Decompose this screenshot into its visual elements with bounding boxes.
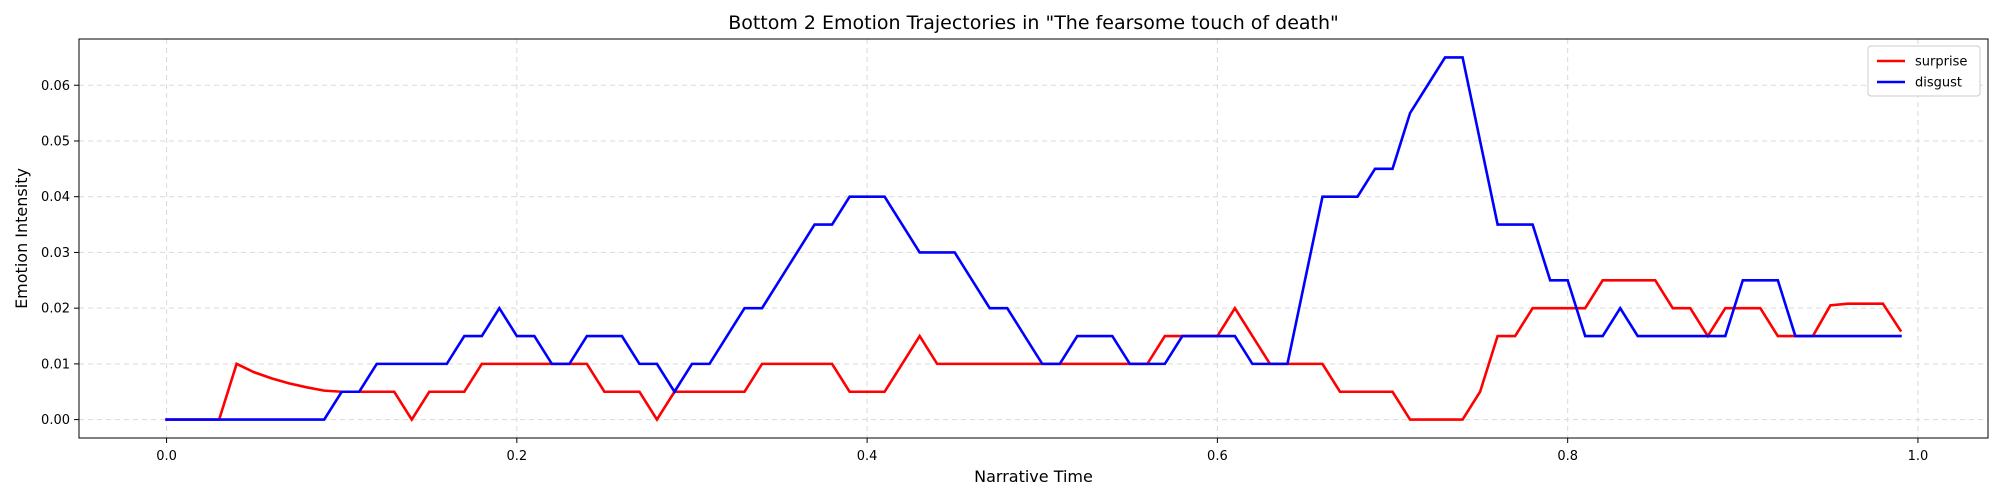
x-axis-ticks: 0.0 0.2 0.4 0.6 0.8 1.0	[156, 438, 1928, 464]
chart-title: Bottom 2 Emotion Trajectories in "The fe…	[728, 12, 1339, 34]
legend-box	[1867, 45, 1981, 97]
x-tick-label: 0.4	[857, 449, 878, 464]
x-tick-label: 0.6	[1207, 449, 1228, 464]
legend-label-disgust: disgust	[1915, 76, 1962, 91]
grid	[79, 39, 1988, 438]
plot-area-frame	[78, 38, 1989, 439]
y-tick-label: 0.06	[41, 79, 70, 94]
series-line-disgust	[165, 56, 1902, 421]
y-tick-label: 0.01	[41, 357, 70, 372]
series-line-surprise	[165, 278, 1903, 423]
y-axis-ticks: 0.00 0.01 0.02 0.03 0.04 0.05 0.06	[41, 79, 79, 428]
y-tick-label: 0.00	[41, 413, 70, 428]
x-tick-label: 1.0	[1908, 449, 1929, 464]
y-axis-label: Emotion Intensity	[12, 168, 31, 309]
y-tick-label: 0.04	[41, 190, 70, 205]
legend-label-surprise: surprise	[1915, 55, 1967, 70]
x-axis-label: Narrative Time	[974, 467, 1093, 486]
x-tick-label: 0.0	[156, 449, 177, 464]
x-tick-label: 0.2	[507, 449, 528, 464]
y-tick-label: 0.03	[41, 246, 70, 261]
series-lines	[165, 56, 1903, 423]
x-tick-label: 0.8	[1557, 449, 1578, 464]
y-tick-label: 0.05	[41, 134, 70, 149]
legend: surprise disgust	[1867, 45, 1981, 97]
y-tick-label: 0.02	[41, 302, 70, 317]
